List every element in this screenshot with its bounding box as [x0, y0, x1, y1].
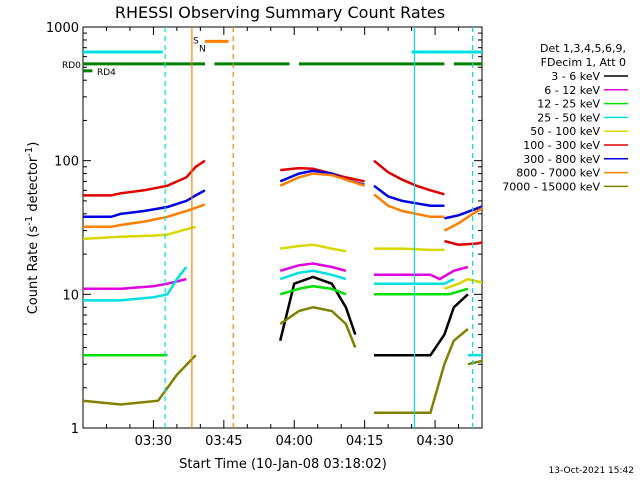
series-line [279, 269, 347, 281]
series-line [279, 172, 365, 187]
series-line [444, 205, 482, 220]
date-stamp: 13-Oct-2021 15:42 [549, 466, 634, 476]
series-line [279, 284, 347, 296]
series-line [443, 207, 482, 232]
legend-entry-label: 300 - 800 keV [523, 153, 600, 166]
legend-entry-label: 6 - 12 keV [544, 84, 600, 97]
series-lines [83, 159, 482, 415]
saa-label-s: S [193, 36, 199, 46]
y-tick-label: 10 [62, 288, 79, 303]
y-tick-label: 1 [71, 422, 79, 437]
rate-state-label: RD0 [62, 61, 81, 71]
series-line [374, 287, 469, 296]
series-line [374, 247, 445, 252]
x-axis-ticks: 03:30 03:45 04:00 04:15 04:30 [105, 27, 460, 449]
state-bar-labels: RD0 RD4 SN [62, 36, 206, 77]
series-line [83, 159, 206, 197]
y-tick-label: 1000 [46, 21, 79, 36]
legend-entry-label: 800 - 7000 keV [516, 167, 600, 180]
series-line [373, 159, 445, 196]
series-line [374, 328, 469, 415]
legend-entry-label: 50 - 100 keV [530, 125, 600, 138]
legend-entry-label: 7000 - 15000 keV [502, 180, 600, 193]
plot-frame [82, 26, 483, 429]
series-line [83, 266, 188, 302]
rate-state-label: RD4 [97, 68, 116, 78]
legend-header-line2: FDecim 1, Att 0 [541, 56, 626, 69]
legend-entry-label: 100 - 300 keV [523, 139, 600, 152]
series-line [83, 203, 206, 229]
x-axis-label: Start Time (10-Jan-08 03:18:02) [179, 457, 387, 472]
x-tick-label: 03:30 [135, 434, 172, 449]
series-line [374, 265, 469, 281]
legend-entry-label: 25 - 50 keV [537, 111, 600, 124]
series-line [444, 239, 482, 246]
legend-header-line1: Det 1,3,4,5,6,9, [540, 42, 626, 55]
series-line [278, 275, 357, 341]
y-tick-label: 100 [54, 155, 79, 170]
series-line [279, 306, 357, 348]
legend: Det 1,3,4,5,6,9, FDecim 1, Att 0 3 - 6 k… [502, 42, 628, 193]
series-line [374, 293, 469, 357]
chart-title: RHESSI Observing Summary Count Rates [115, 3, 445, 22]
series-line [279, 262, 347, 273]
series-line [83, 189, 206, 219]
legend-entry-label: 12 - 25 keV [537, 98, 600, 111]
x-tick-label: 03:45 [205, 434, 242, 449]
series-line [373, 193, 445, 219]
series-line [443, 277, 482, 290]
y-axis-label: Count Rate (s-1 detector-1) [24, 142, 41, 315]
series-line [373, 184, 445, 207]
state-bars [83, 39, 482, 73]
x-tick-label: 04:00 [276, 434, 313, 449]
series-line [280, 243, 347, 253]
series-line [83, 354, 197, 406]
saa-label-n: N [199, 44, 206, 54]
series-line [83, 225, 197, 241]
vertical-markers [164, 27, 474, 428]
x-tick-label: 04:30 [416, 434, 453, 449]
x-tick-label: 04:15 [346, 434, 383, 449]
legend-entry-label: 3 - 6 keV [551, 70, 600, 83]
y-axis-ticks: 1 10 100 1000 [46, 21, 482, 437]
series-line [374, 277, 455, 285]
